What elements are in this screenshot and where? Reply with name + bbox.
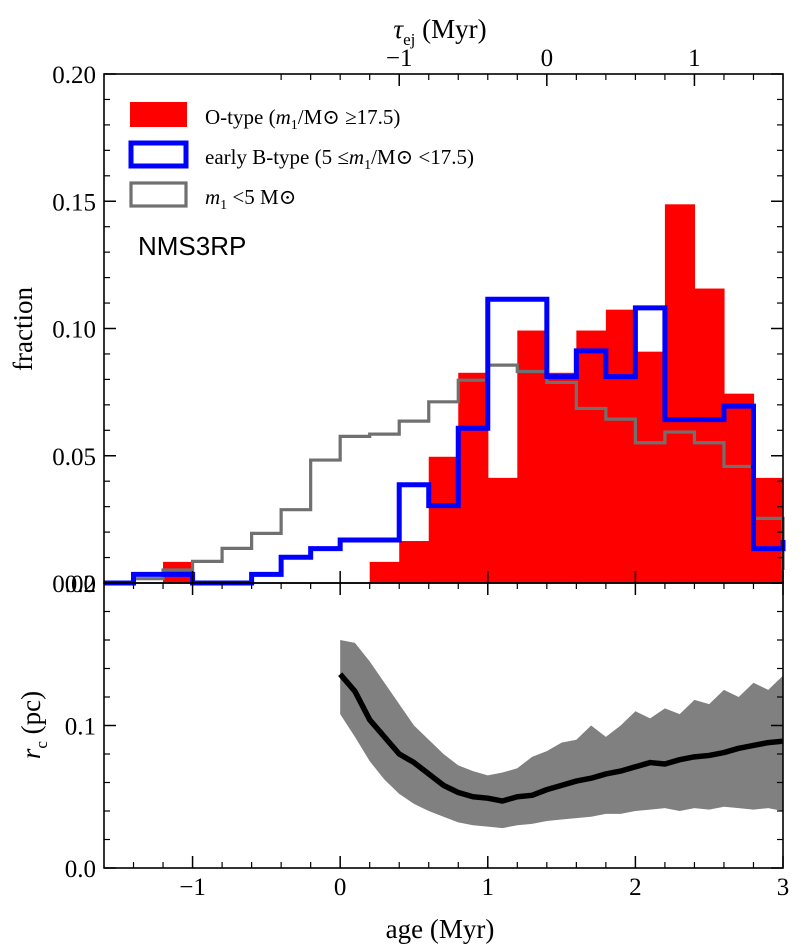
o-type-bar	[546, 372, 577, 583]
bottom-x-tick-label: 1	[482, 874, 495, 901]
bottom-y-tick-label: 0.1	[65, 714, 96, 741]
bottom-y-tick-label: 0.0	[65, 856, 96, 883]
top-y-axis-label: fraction	[8, 287, 38, 371]
bottom-x-tick-label: 2	[629, 874, 642, 901]
top-histogram-data	[104, 204, 786, 586]
o-type-bar	[399, 541, 430, 583]
legend-swatch	[129, 181, 188, 208]
top-x-tick-label: −1	[386, 45, 413, 72]
legend-label: early B-type (5 ≤m1/M⊙ <17.5)	[205, 145, 474, 173]
o-type-bar	[517, 330, 548, 583]
legend: O-type (m1/M⊙ ≥17.5) early B-type (5 ≤m1/…	[128, 102, 474, 213]
bottom-y-axis-label: rc (pc)	[16, 691, 51, 759]
o-type-bar	[605, 309, 636, 583]
legend-swatch	[130, 102, 187, 127]
rc-median-line	[338, 672, 784, 804]
bottom-x-axis-label: age (Myr)	[386, 914, 495, 944]
o-type-bar	[458, 372, 489, 583]
o-type-bar	[664, 204, 696, 583]
top-x-tick-label: 0	[541, 45, 554, 72]
o-type-bar	[428, 456, 459, 583]
top-y-tick-label: 0.20	[52, 62, 96, 89]
bottom-panel-ticks: 0.0 0.1 0.2 −1 0 1 2 3	[65, 571, 790, 901]
o-type-bar	[635, 351, 666, 583]
o-type-bar	[694, 288, 725, 583]
o-type-bar	[723, 393, 755, 583]
small-mass-step-line	[104, 363, 785, 585]
o-type-bar	[753, 477, 784, 583]
bottom-rc-data	[338, 640, 784, 829]
simulation-label: NMS3RP	[138, 231, 246, 261]
top-y-tick-label: 0.05	[52, 444, 96, 471]
legend-label: O-type (m1/M⊙ ≥17.5)	[205, 105, 400, 133]
top-x-tick-label: 1	[688, 45, 701, 72]
bottom-y-tick-label: 0.2	[65, 571, 96, 598]
legend-label: m1 <5 M⊙	[205, 185, 296, 213]
bottom-x-tick-label: 0	[334, 874, 347, 901]
top-y-tick-label: 0.10	[52, 317, 96, 344]
top-x-axis-label: τej (Myr)	[393, 14, 486, 49]
o-type-bar	[487, 477, 518, 583]
bottom-x-tick-label: −1	[179, 874, 206, 901]
bottom-x-tick-label: 3	[777, 874, 790, 901]
top-y-tick-label: 0.00	[52, 571, 96, 598]
o-type-bar	[576, 330, 607, 583]
top-y-tick-label: 0.15	[52, 189, 96, 216]
rc-spread-band	[340, 640, 783, 829]
o-type-bar	[369, 561, 400, 583]
legend-swatch	[128, 140, 189, 169]
bottom-rc-panel: 0.0 0.1 0.2 −1 0 1 2 3 rc (pc) age (Myr)	[16, 571, 789, 944]
